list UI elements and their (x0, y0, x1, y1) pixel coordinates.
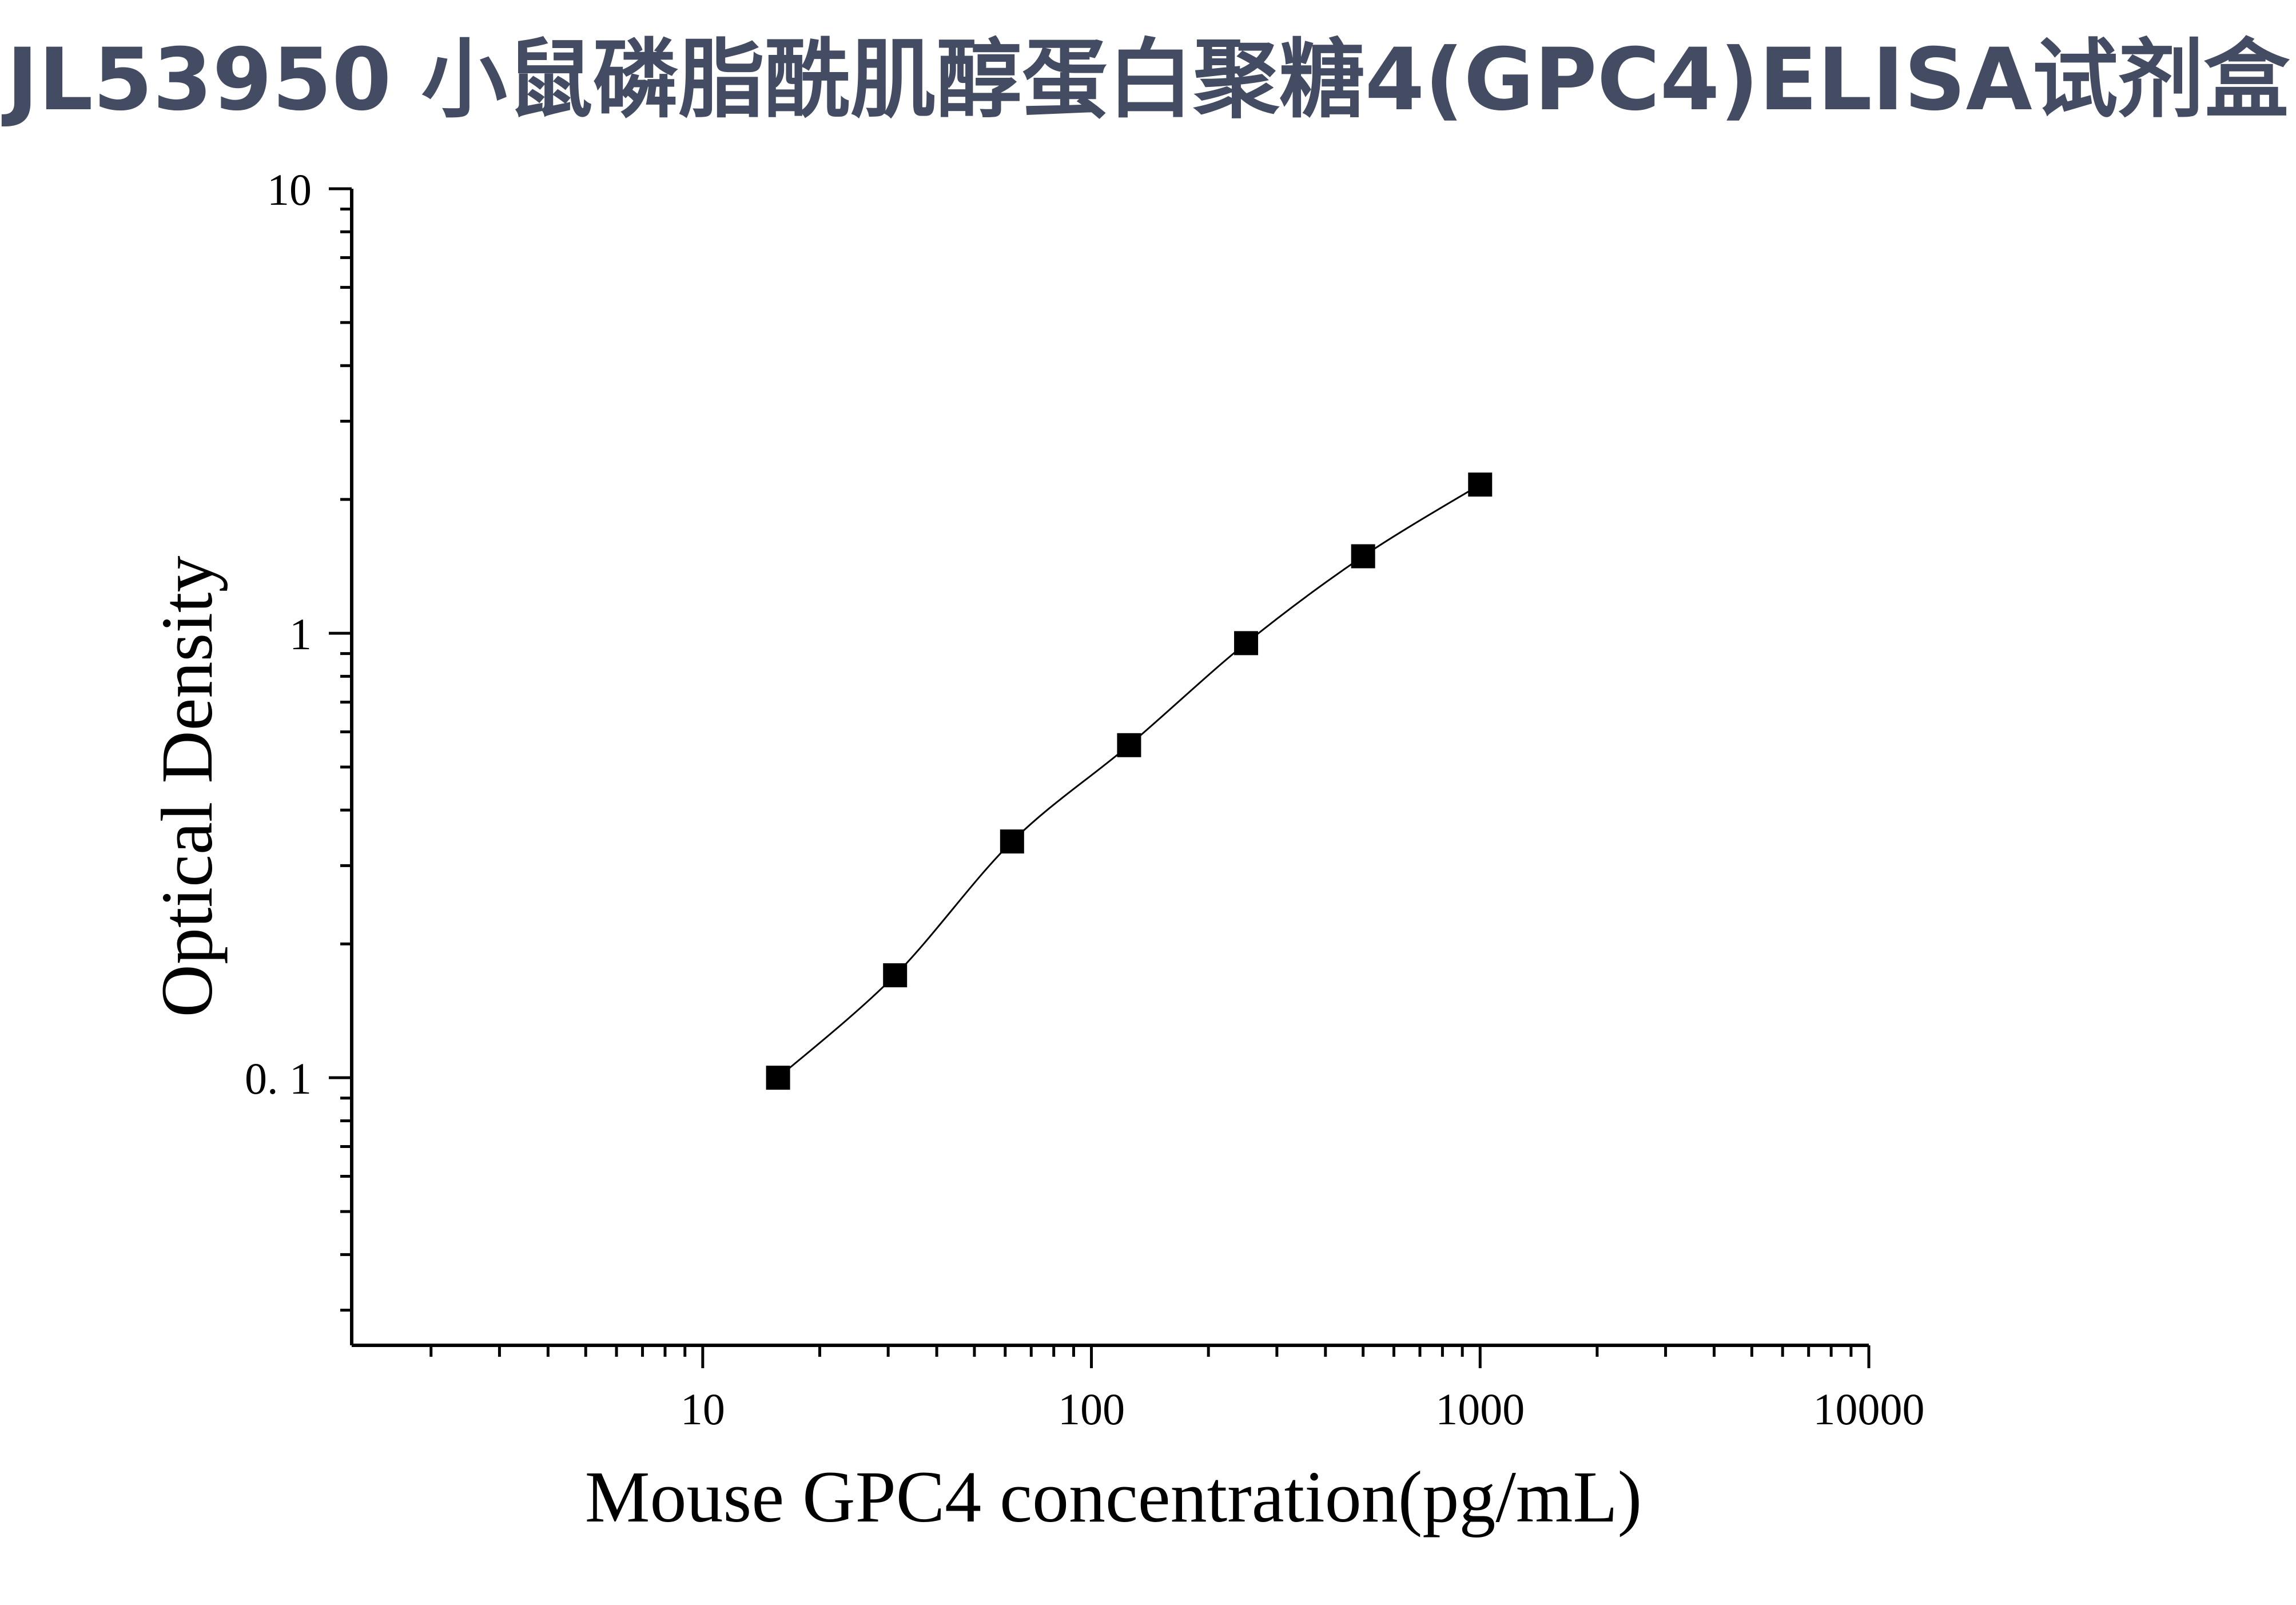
y-axis-tick-labels: 10 1 0. 1 (245, 165, 312, 1103)
x-axis-ticks (429, 1345, 1871, 1368)
axes (350, 189, 1869, 1347)
x-tick-label: 10000 (1813, 1384, 1925, 1434)
y-axis-ticks (329, 187, 352, 1312)
y-tick-label: 0. 1 (245, 1054, 312, 1103)
x-tick-label: 1000 (1435, 1384, 1525, 1434)
page-title: JL53950 小鼠磷脂酰肌醇蛋白聚糖4(GPC4)ELISA试剂盒 (6, 30, 2290, 130)
x-tick-label: 10 (681, 1384, 725, 1434)
x-axis-tick-labels: 10 100 1000 10000 (681, 1384, 1925, 1434)
data-points (766, 472, 1493, 1090)
data-point (883, 963, 908, 988)
x-axis-title: Mouse GPC4 concentration(pg/mL) (585, 1456, 1642, 1538)
data-point (1117, 733, 1141, 757)
x-tick-label: 100 (1058, 1384, 1125, 1434)
data-point (1351, 544, 1375, 569)
data-point (1000, 829, 1024, 854)
data-point (1468, 472, 1493, 497)
data-point (766, 1066, 790, 1090)
fit-curve (777, 483, 1481, 1079)
y-axis-title: Optical Density (146, 556, 228, 1018)
data-point (1234, 631, 1259, 655)
y-tick-label: 10 (267, 165, 312, 214)
y-tick-label: 1 (289, 609, 312, 659)
